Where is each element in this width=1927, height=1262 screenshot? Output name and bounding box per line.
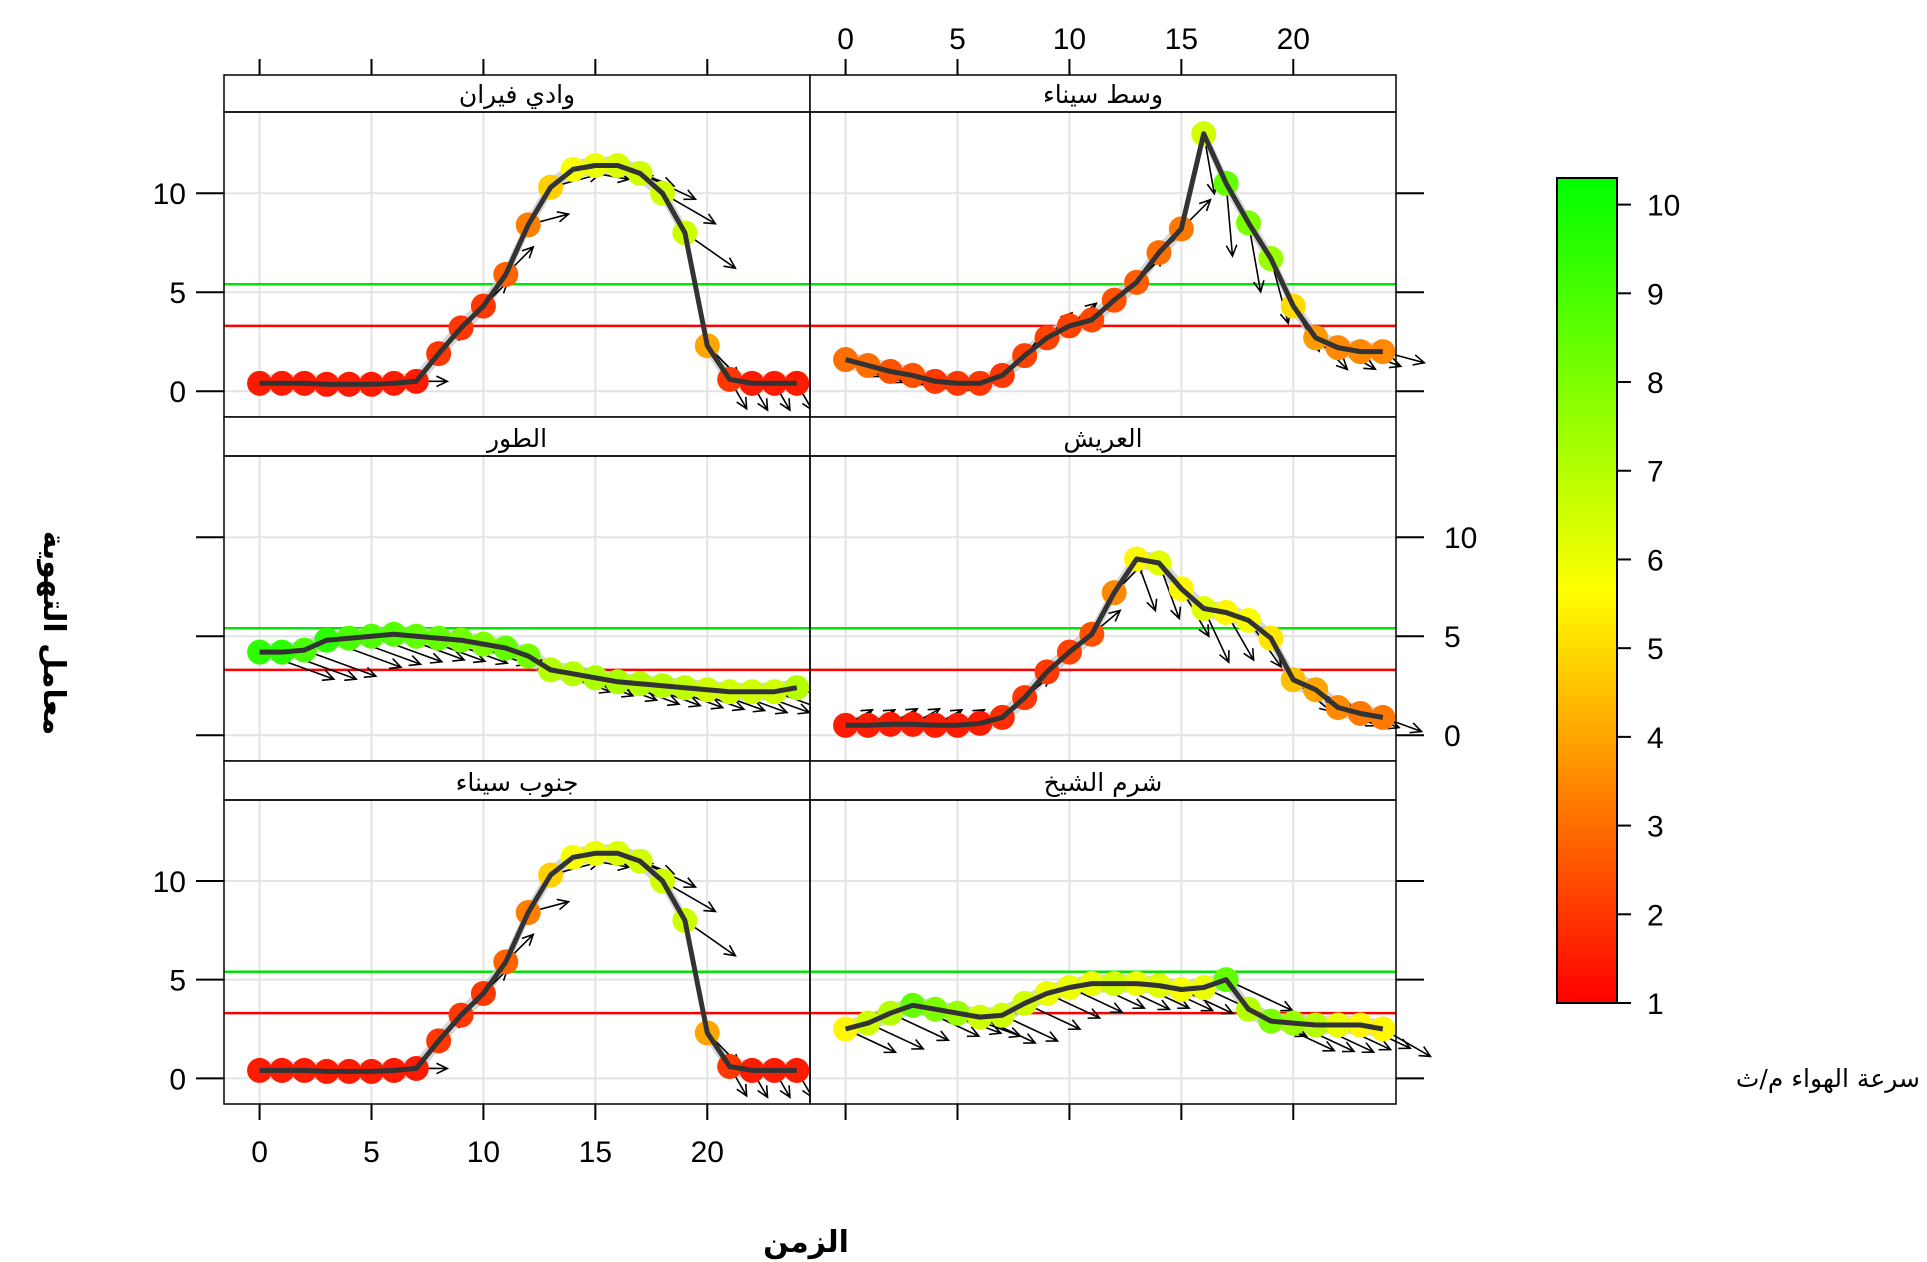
strip	[223, 416, 811, 457]
y-tick-label: 10	[1444, 522, 1477, 555]
panel-background	[224, 800, 810, 1104]
panel	[224, 800, 814, 1104]
colorbar-tick-label: 1	[1647, 988, 1664, 1021]
y-tick-label: 0	[169, 1063, 186, 1096]
data-point	[247, 1057, 273, 1083]
data-point	[247, 370, 273, 396]
strip	[223, 74, 811, 113]
strip-label: وادي فيران	[459, 80, 575, 110]
data-point	[1370, 339, 1396, 365]
data-point	[784, 675, 810, 701]
colorbar: 1 2 3 4 5 6 7 8 9 10	[1556, 177, 1680, 1021]
strip	[809, 74, 1397, 113]
smooth-curve	[259, 631, 798, 695]
y-tick-label: 0	[169, 376, 186, 409]
data-point	[833, 712, 859, 738]
x-tick-label: 15	[1165, 23, 1198, 56]
y-tick-label: 0	[1444, 720, 1461, 753]
frame-layer: وادي فيران وسط سيناء الطور العريش جنوب سيناء…	[153, 23, 1478, 1169]
panel-background	[224, 112, 810, 417]
smooth-curve	[845, 556, 1384, 728]
strip	[223, 760, 811, 801]
data-point	[784, 370, 810, 396]
colorbar-tick-label: 3	[1647, 811, 1664, 844]
y-tick-label: 5	[169, 965, 186, 998]
panel	[224, 456, 859, 761]
data-point	[1370, 704, 1396, 730]
panel	[810, 456, 1424, 761]
strip-label: شرم الشيخ	[1044, 768, 1163, 798]
data-point	[784, 1057, 810, 1083]
smooth-curve	[259, 163, 797, 387]
x-tick-label: 15	[579, 1136, 612, 1169]
x-tick-label: 10	[1053, 23, 1086, 56]
data-point	[1370, 1016, 1396, 1042]
strip-label: الطور	[485, 424, 547, 453]
y-tick-label: 5	[169, 277, 186, 310]
axes: 0 5 10 15 20 0 5 10 15 20 0 5 10 0 5 10 0 5 10	[153, 23, 1478, 1169]
colorbar-tick-label: 7	[1647, 456, 1664, 489]
smooth-curve	[259, 850, 797, 1074]
x-tick-label: 0	[837, 23, 854, 56]
panel	[224, 112, 814, 417]
y-tick-label: 5	[1444, 621, 1461, 654]
colorbar-tick-label: 8	[1647, 367, 1664, 400]
colorbar-tick-label: 10	[1647, 190, 1680, 223]
colorbar-title: سرعة الهواء م/ث	[1736, 1064, 1920, 1094]
panel-border	[809, 799, 1397, 1105]
wind-arrow	[304, 649, 378, 679]
smooth-curve	[844, 977, 1384, 1032]
y-axis-title: معامل التهوية	[36, 531, 71, 735]
y-tick-label: 10	[153, 866, 186, 899]
colorbar-tick-label: 4	[1647, 722, 1664, 755]
x-tick-label: 0	[251, 1136, 268, 1169]
data-point	[833, 347, 859, 373]
smooth-curve	[844, 131, 1383, 386]
y-tick-label: 10	[153, 178, 186, 211]
panel-background	[224, 456, 810, 761]
strip-label: جنوب سيناء	[456, 768, 579, 797]
strip	[809, 760, 1397, 801]
panels-layer	[224, 112, 1433, 1104]
colorbar-gradient	[1556, 177, 1618, 1004]
panel	[810, 112, 1427, 417]
panel	[810, 800, 1433, 1104]
colorbar-tick-label: 5	[1647, 633, 1664, 666]
colorbar-tick-label: 2	[1647, 899, 1664, 932]
colorbar-tick-label: 6	[1647, 544, 1664, 577]
colorbar-tick-label: 9	[1647, 278, 1664, 311]
x-tick-label: 5	[363, 1136, 380, 1169]
data-point	[247, 639, 273, 665]
strip-label: العريش	[1063, 424, 1142, 453]
x-axis-title: الزمن	[763, 1225, 849, 1260]
panel-background	[810, 800, 1396, 1104]
x-tick-label: 5	[949, 23, 966, 56]
x-tick-label: 20	[1277, 23, 1310, 56]
strip-label: وسط سيناء	[1043, 80, 1163, 110]
x-tick-label: 20	[691, 1136, 724, 1169]
x-tick-label: 10	[467, 1136, 500, 1169]
data-point	[833, 1016, 859, 1042]
